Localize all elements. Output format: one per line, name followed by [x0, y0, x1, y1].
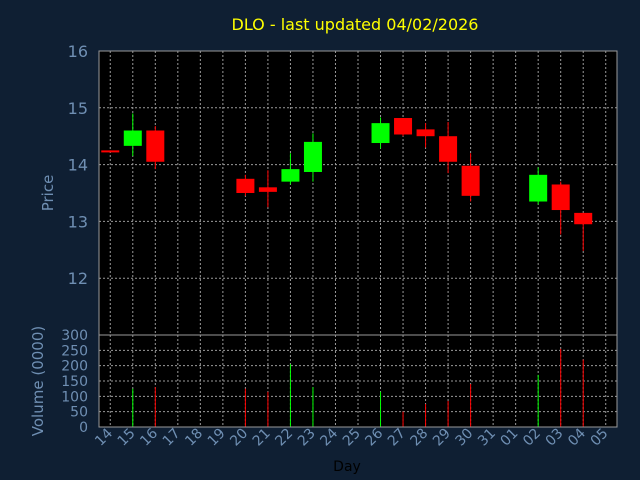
x-tick-label: 15 [115, 426, 139, 450]
volume-y-tick-label: 250 [61, 343, 88, 359]
candle-body [371, 123, 390, 144]
x-tick-label: 18 [182, 426, 206, 450]
candle [416, 123, 435, 148]
candle-body [439, 136, 458, 162]
x-tick-label: 01 [498, 426, 522, 450]
x-tick-label: 17 [160, 426, 184, 450]
x-tick-label: 22 [272, 426, 296, 450]
candle [551, 181, 570, 235]
x-axis-label: Day [333, 459, 361, 475]
x-tick-label: 23 [295, 426, 319, 450]
volume-y-tick-label: 300 [61, 328, 88, 344]
x-ticks: 1415161718192021222324252627282930310102… [92, 425, 611, 449]
x-tick-label: 14 [92, 425, 116, 449]
volume-y-tick-label: 200 [61, 359, 88, 375]
candle-body [123, 130, 142, 146]
candle-body [574, 212, 593, 225]
volume-panel-border [98, 334, 618, 428]
volume-y-tick-label: 50 [70, 405, 88, 421]
candle [529, 167, 548, 205]
candlestick-series [101, 113, 593, 251]
candle-body [461, 165, 480, 196]
candle-body [416, 129, 435, 137]
candle [303, 133, 322, 182]
candle-body [303, 141, 322, 172]
candle [236, 174, 255, 196]
candle-body [236, 178, 255, 193]
candle [258, 170, 277, 208]
candle [439, 122, 458, 174]
candle-body [258, 187, 277, 192]
candle [146, 125, 165, 170]
x-tick-label: 21 [250, 426, 274, 450]
volume-y-tick-label: 100 [61, 389, 88, 405]
candle-body [529, 174, 548, 202]
x-tick-label: 05 [588, 426, 612, 450]
x-tick-label: 31 [475, 426, 499, 450]
candle-body [394, 118, 413, 135]
volume-series [132, 348, 584, 427]
x-tick-label: 20 [227, 426, 251, 450]
price-axis-label: Price [39, 175, 57, 212]
candle-body [281, 169, 300, 182]
price-y-tick-label: 15 [68, 99, 88, 118]
x-tick-label: 24 [317, 425, 341, 449]
candle-body [146, 130, 165, 162]
price-y-tick-label: 14 [68, 156, 88, 175]
x-tick-label: 29 [430, 426, 454, 450]
price-y-tick-label: 16 [68, 42, 88, 61]
candle [123, 113, 142, 157]
candle [371, 117, 390, 149]
candle [394, 118, 413, 137]
candle [101, 150, 120, 153]
x-tick-label: 27 [385, 426, 409, 450]
x-tick-label: 26 [362, 425, 386, 449]
x-tick-label: 03 [543, 426, 567, 450]
price-y-tick-label: 13 [68, 212, 88, 231]
candle-body [101, 150, 120, 153]
candle-body [551, 184, 570, 211]
candle [574, 212, 593, 251]
x-tick-label: 28 [407, 426, 431, 450]
x-tick-label: 30 [453, 426, 477, 450]
x-tick-label: 04 [565, 425, 589, 449]
volume-axis-label: Volume (0000) [29, 326, 47, 436]
price-y-ticks: 12 13 14 15 16 [68, 42, 88, 288]
x-tick-label: 02 [520, 426, 544, 450]
volume-y-tick-label: 0 [79, 420, 88, 436]
candle [461, 153, 480, 202]
volume-y-tick-label: 150 [61, 374, 88, 390]
x-tick-label: 19 [205, 426, 229, 450]
x-tick-label: 25 [340, 426, 364, 450]
price-y-tick-label: 12 [68, 269, 88, 288]
x-tick-label: 16 [137, 425, 161, 449]
candle [281, 153, 300, 185]
chart-title: DLO - last updated 04/02/2026 [232, 15, 479, 34]
